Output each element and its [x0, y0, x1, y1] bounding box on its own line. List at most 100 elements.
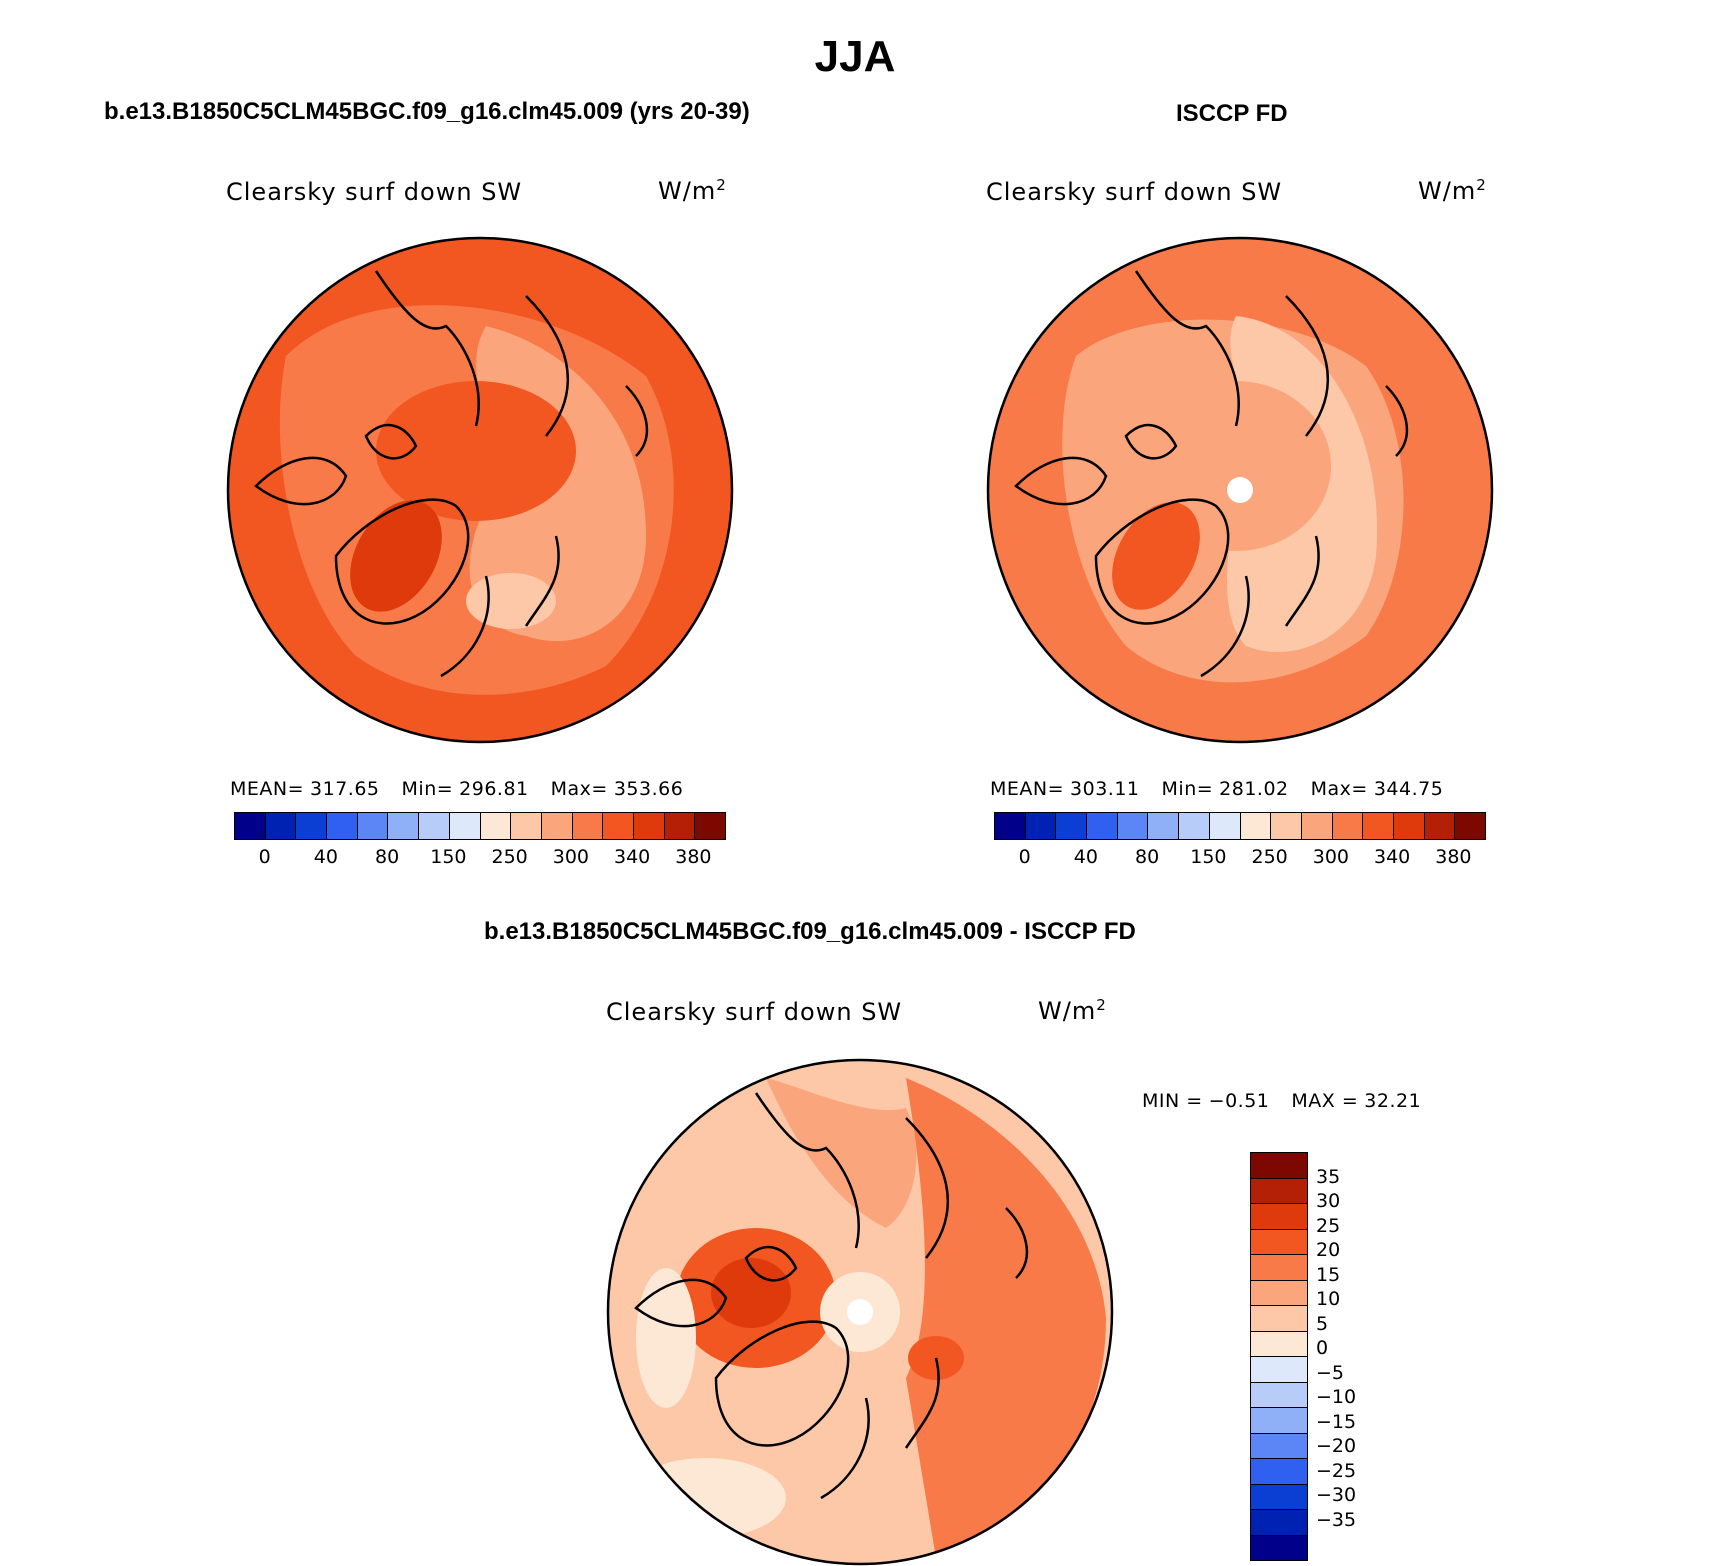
panel-3-field-east: [906, 1078, 1106, 1558]
panel-3-colorbar-tick-label: −20: [1316, 1435, 1357, 1457]
panel-2-colorbar-swatch: [1148, 813, 1180, 839]
panel-3-colorbar-swatch: [1251, 1357, 1307, 1383]
panel-1-polar-map: [226, 236, 734, 744]
panel-1-colorbar-swatch: [511, 813, 542, 839]
panel-2-colorbar-tick-label: 340: [1373, 846, 1411, 868]
panel-3-stats: MIN = −0.51 MAX = 32.21: [1142, 1090, 1422, 1112]
panel-2-colorbar-swatch: [1087, 813, 1118, 839]
panel-2-colorbar-swatch: [1424, 813, 1456, 839]
panel-2-colorbar-swatch: [1209, 813, 1241, 839]
panel-3-colorbar-swatch: [1251, 1408, 1307, 1434]
panel-3-title: b.e13.B1850C5CLM45BGC.f09_g16.clm45.009 …: [484, 918, 1136, 945]
panel-2-colorbar-swatch: [1117, 813, 1149, 839]
panel-3-colorbar-tick-label: 10: [1316, 1288, 1341, 1310]
panel-1-colorbar-swatch: [235, 813, 266, 839]
panel-3-unit: W/m2: [1038, 996, 1107, 1025]
panel-2-coastlines: [1014, 270, 1409, 678]
panel-1-colorbar-tick-label: 80: [375, 846, 400, 868]
panel-2-colorbar-swatch: [1455, 813, 1485, 839]
panel-2-colorbar-swatch: [1025, 813, 1057, 839]
panel-1-colorbar: [234, 812, 726, 840]
panel-2-colorbar: [994, 812, 1486, 840]
panel-3-field-north: [766, 1078, 917, 1228]
panel-1-field-greenland: [350, 500, 442, 612]
panel-1-colorbar-swatch: [327, 813, 358, 839]
panel-1-unit: W/m2: [658, 176, 727, 205]
panel-2-colorbar-tick-label: 40: [1073, 846, 1098, 868]
panel-1-colorbar-tick-label: 300: [552, 846, 590, 868]
panel-2-colorbar-swatch: [1332, 813, 1364, 839]
panel-1-colorbar-tick-label: 40: [313, 846, 338, 868]
panel-3-colorbar-tick-label: 35: [1316, 1165, 1341, 1188]
panel-3-colorbar-swatch: [1251, 1306, 1307, 1332]
panel-3-colorbar-swatch: [1251, 1484, 1307, 1510]
panel-3-colorbar-swatch: [1251, 1535, 1307, 1560]
panel-2-variable: Clearsky surf down SW: [986, 178, 1283, 206]
panel-3-colorbar-tick-label: 30: [1316, 1190, 1341, 1212]
panel-1-colorbar-tick-label: 250: [491, 846, 528, 868]
panel-2-colorbar-ticks: 0 40 80 150 250 300 340 380: [994, 846, 1484, 870]
panel-2-stats: MEAN= 303.11 Min= 281.02 Max= 344.75: [990, 778, 1444, 800]
panel-2-colorbar-tick-label: 0: [1018, 846, 1031, 868]
panel-2-colorbar-tick-label: 80: [1135, 846, 1160, 868]
panel-1-title: b.e13.B1850C5CLM45BGC.f09_g16.clm45.009 …: [104, 98, 750, 125]
panel-1-colorbar-swatch: [296, 813, 328, 839]
panel-1-colorbar-swatch: [419, 813, 450, 839]
panel-3-field-pacific: [636, 1268, 696, 1408]
panel-2-colorbar-swatch: [995, 813, 1026, 839]
panel-3-colorbar-swatch: [1251, 1510, 1307, 1536]
panel-3-colorbar-tick-label: 25: [1316, 1214, 1341, 1237]
main-title: JJA: [814, 32, 896, 81]
panel-3-colorbar-swatch: [1251, 1153, 1307, 1179]
panel-2-colorbar-swatch: [1393, 813, 1425, 839]
panel-3-colorbar-tick-label: −5: [1316, 1361, 1345, 1384]
panel-3-colorbar-tick-label: −35: [1316, 1508, 1357, 1531]
panel-1-colorbar-swatch: [541, 813, 573, 839]
panel-1-colorbar-swatch: [265, 813, 297, 839]
panel-2-colorbar-tick-label: 150: [1190, 846, 1227, 868]
panel-3-colorbar-tick-label: 15: [1316, 1263, 1341, 1286]
panel-3-colorbar-tick-label: −30: [1316, 1484, 1357, 1506]
panel-1-colorbar-swatch: [388, 813, 420, 839]
panel-3-coastlines: [634, 1092, 1029, 1500]
panel-1-colorbar-swatch: [664, 813, 696, 839]
panel-3-colorbar-tick-label: 20: [1316, 1239, 1341, 1261]
panel-3-pole-gap: [847, 1299, 873, 1325]
panel-2-colorbar-swatch: [1240, 813, 1272, 839]
panel-1-colorbar-tick-label: 150: [430, 846, 467, 868]
panel-1-colorbar-tick-label: 340: [613, 846, 651, 868]
panel-2-colorbar-swatch: [1271, 813, 1302, 839]
panel-2-map-border: [986, 236, 1494, 744]
panel-3-polar-map: [606, 1058, 1114, 1566]
panel-2-unit: W/m2: [1418, 176, 1487, 205]
panel-1-colorbar-swatch: [695, 813, 725, 839]
panel-1-colorbar-swatch: [449, 813, 481, 839]
panel-3-colorbar-swatch: [1251, 1382, 1307, 1408]
panel-2-colorbar-tick-label: 250: [1251, 846, 1288, 868]
panel-1-field-pole: [376, 381, 576, 521]
panel-2-field-greenland: [1112, 502, 1200, 610]
panel-2-colorbar-swatch: [1056, 813, 1088, 839]
panel-3-field-archipelago-core: [711, 1258, 791, 1328]
panel-2-title: ISCCP FD: [1176, 100, 1288, 127]
panel-1-colorbar-swatch: [480, 813, 512, 839]
panel-1-colorbar-swatch: [603, 813, 634, 839]
panel-3-field-atlantic: [626, 1458, 786, 1538]
panel-1-coastlines: [254, 270, 649, 678]
panel-2-colorbar-swatch: [1179, 813, 1210, 839]
panel-3-colorbar-swatch: [1251, 1433, 1307, 1459]
panel-3-colorbar-swatch: [1251, 1331, 1307, 1357]
panel-3-colorbar-tick-label: −10: [1316, 1386, 1357, 1408]
panel-3-colorbar-swatch: [1251, 1255, 1307, 1281]
panel-1-colorbar-swatch: [357, 813, 389, 839]
panel-3-colorbar-tick-label: −25: [1316, 1459, 1357, 1482]
panel-3-colorbar-swatch: [1251, 1178, 1307, 1204]
panel-1-colorbar-ticks: 0 40 80 150 250 300 340 380: [234, 846, 724, 870]
panel-2-colorbar-tick-label: 380: [1435, 846, 1472, 868]
panel-2-pole-gap: [1227, 477, 1253, 503]
panel-1-colorbar-swatch: [572, 813, 604, 839]
panel-1-colorbar-tick-label: 380: [675, 846, 712, 868]
panel-3-colorbar-tick-label: −15: [1316, 1410, 1357, 1433]
panel-3-colorbar-tick-label: 0: [1316, 1337, 1329, 1359]
panel-1-colorbar-swatch: [633, 813, 665, 839]
